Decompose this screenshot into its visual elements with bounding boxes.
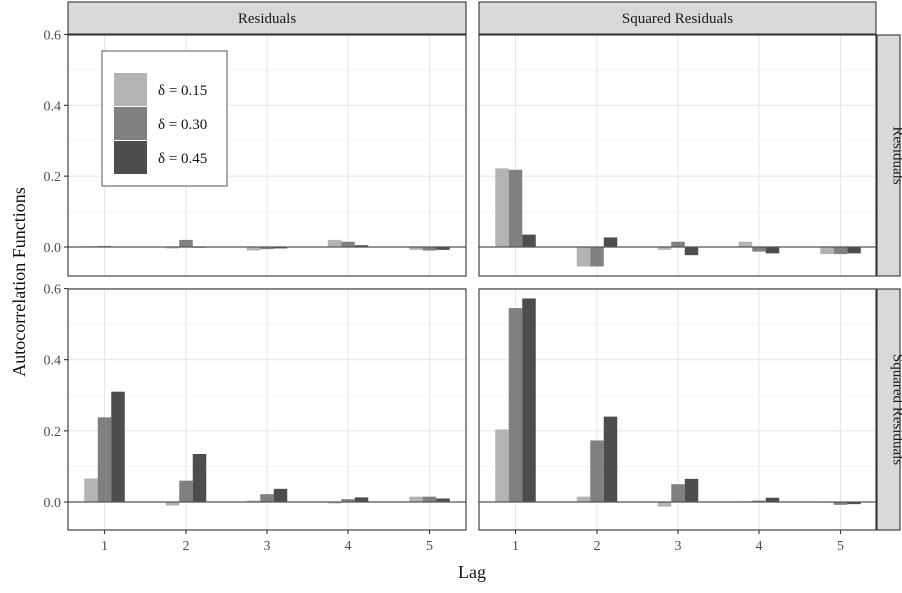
column-strip-label: Residuals (238, 11, 296, 27)
bar-lag-2-series-2 (179, 240, 193, 247)
bar-lag-4-series-1 (739, 242, 753, 247)
bar-lag-3-series-3 (274, 489, 288, 502)
bar-lag-2-series-3 (193, 454, 207, 502)
x-tick-label: 3 (264, 539, 271, 554)
bar-lag-4-series-3 (766, 247, 780, 253)
y-tick-label: 0.2 (44, 170, 62, 185)
x-tick-label: 2 (594, 539, 601, 554)
legend-key-1 (114, 73, 147, 106)
bar-lag-2-series-3 (604, 237, 618, 247)
bar-lag-2-series-1 (577, 247, 591, 266)
row-strip-label: Squared Residuals (890, 354, 902, 465)
bar-lag-1-series-1 (495, 429, 509, 502)
bar-lag-2-series-2 (179, 481, 193, 502)
bar-lag-1-series-2 (509, 308, 523, 502)
bar-lag-5-series-2 (834, 247, 848, 254)
legend-label-2: δ = 0.30 (158, 117, 207, 133)
panel-2-1 (68, 289, 466, 531)
column-strip-label: Squared Residuals (622, 11, 733, 27)
x-tick-label: 4 (756, 539, 763, 554)
x-tick-label: 1 (512, 539, 519, 554)
bar-lag-3-series-2 (671, 242, 685, 247)
bar-lag-5-series-3 (847, 247, 861, 253)
y-tick-label: 0.6 (44, 29, 62, 44)
x-tick-label: 4 (345, 539, 352, 554)
bar-lag-1-series-3 (111, 392, 125, 502)
y-tick-label: 0.4 (44, 354, 62, 369)
bar-lag-2-series-3 (604, 417, 618, 502)
bar-lag-2-series-2 (590, 440, 604, 502)
bar-lag-4-series-1 (328, 240, 342, 247)
bar-lag-1-series-1 (84, 479, 98, 502)
bar-lag-5-series-1 (820, 247, 834, 254)
y-tick-label: 0.2 (44, 425, 62, 440)
bar-lag-2-series-2 (590, 247, 604, 266)
y-tick-label: 0.4 (44, 99, 62, 114)
bar-lag-1-series-3 (522, 298, 536, 502)
bar-lag-3-series-1 (658, 502, 672, 507)
x-tick-label: 5 (837, 539, 844, 554)
bar-lag-3-series-3 (685, 479, 699, 502)
bar-lag-3-series-3 (685, 247, 699, 255)
bar-lag-3-series-2 (671, 484, 685, 502)
y-tick-label: 0.6 (44, 283, 62, 298)
panel-2-2 (479, 289, 876, 531)
legend-key-3 (114, 141, 147, 174)
y-tick-label: 0.0 (44, 241, 62, 256)
bar-lag-1-series-1 (495, 168, 509, 247)
bar-lag-1-series-2 (509, 170, 523, 247)
bar-lag-5-series-1 (409, 497, 423, 502)
x-tick-label: 1 (101, 539, 108, 554)
x-tick-label: 2 (183, 539, 190, 554)
legend-label-1: δ = 0.15 (158, 83, 207, 99)
bar-lag-1-series-3 (522, 235, 536, 247)
bar-lag-1-series-2 (98, 417, 112, 502)
bar-lag-4-series-3 (355, 497, 369, 502)
legend-label-3: δ = 0.45 (158, 151, 207, 167)
bar-lag-5-series-2 (423, 497, 437, 502)
panel-1-2 (479, 35, 876, 277)
x-tick-label: 3 (675, 539, 682, 554)
bar-lag-2-series-1 (577, 497, 591, 502)
legend: δ = 0.15 δ = 0.30 δ = 0.45 (102, 51, 227, 186)
x-axis-title: Lag (458, 562, 486, 582)
y-axis-title: Autocorrelation Functions (9, 187, 29, 376)
legend-key-2 (114, 107, 147, 140)
y-tick-label: 0.0 (44, 496, 62, 511)
bar-lag-4-series-2 (752, 247, 766, 252)
bar-lag-4-series-2 (341, 242, 355, 247)
x-tick-label: 5 (426, 539, 433, 554)
row-strip-label: Residuals (890, 126, 902, 184)
bar-lag-3-series-2 (260, 494, 274, 502)
